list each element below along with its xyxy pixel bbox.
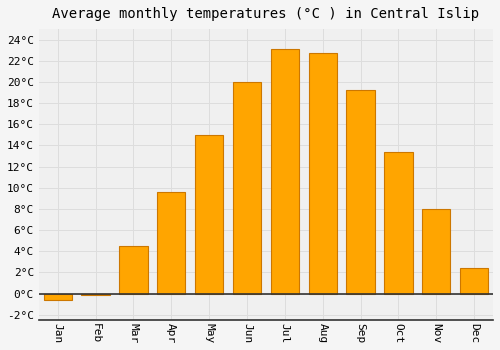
- Bar: [82, 294, 110, 295]
- Bar: [233, 82, 261, 294]
- Bar: [44, 294, 72, 300]
- Bar: [460, 268, 488, 294]
- Bar: [384, 152, 412, 294]
- Bar: [270, 49, 299, 294]
- Bar: [119, 246, 148, 294]
- Bar: [308, 54, 337, 294]
- Bar: [195, 135, 224, 294]
- Bar: [157, 192, 186, 294]
- Bar: [346, 90, 375, 294]
- Title: Average monthly temperatures (°C ) in Central Islip: Average monthly temperatures (°C ) in Ce…: [52, 7, 480, 21]
- Bar: [422, 209, 450, 294]
